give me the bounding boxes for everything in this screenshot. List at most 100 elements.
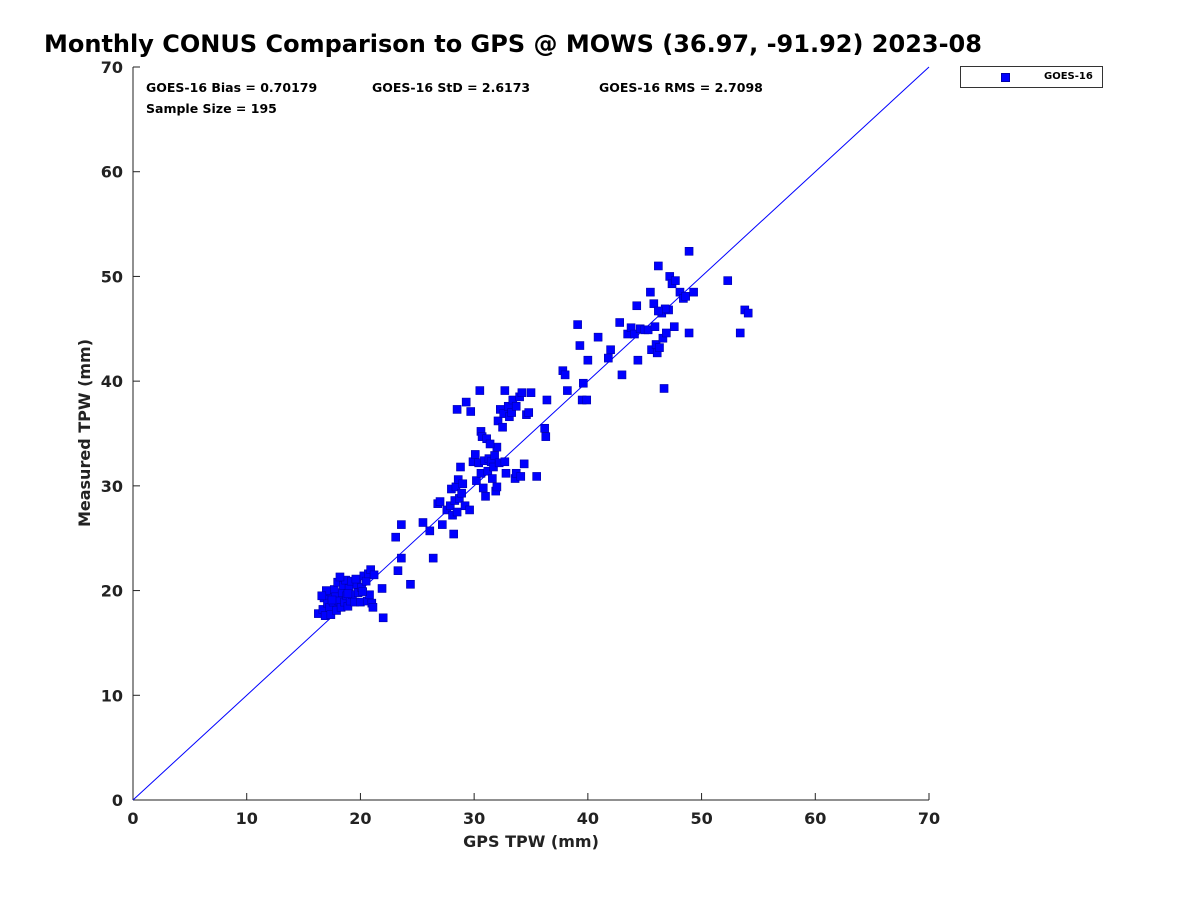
data-point (466, 407, 476, 416)
data-point (481, 492, 490, 501)
data-point (575, 341, 585, 350)
data-point (498, 422, 507, 432)
legend: GOES-16 (960, 66, 1103, 88)
data-point (397, 520, 406, 529)
data-point (456, 462, 465, 472)
data-point (317, 591, 327, 601)
data-point (351, 574, 361, 584)
data-point (485, 439, 495, 449)
data-point (391, 532, 400, 542)
data-point (472, 476, 481, 485)
axes: 0 10 20 30 40 50 60 70 0 10 20 30 40 50 60 70 (101, 58, 940, 828)
data-point (368, 603, 378, 612)
data-point (582, 395, 592, 405)
data-point (488, 474, 497, 483)
data-point (478, 483, 488, 493)
std-stat: GOES-16 StD = 2.6173 (372, 80, 531, 95)
sample-size-stat: Sample Size = 195 (146, 101, 277, 116)
x-tick-label: 70 (918, 809, 940, 828)
data-point (457, 488, 466, 498)
data-point (632, 301, 642, 311)
data-point (501, 468, 511, 478)
data-point (659, 384, 669, 393)
data-point (418, 518, 428, 527)
data-point (649, 299, 659, 308)
y-tick-label: 50 (101, 267, 123, 286)
data-point (500, 386, 510, 395)
data-point (516, 472, 526, 481)
x-tick-label: 30 (463, 809, 485, 828)
data-point (329, 585, 339, 594)
y-tick-label: 30 (101, 477, 123, 496)
data-point (669, 322, 679, 331)
data-point (475, 386, 485, 395)
y-tick-label: 70 (101, 58, 123, 77)
rms-stat: GOES-16 RMS = 2.7098 (599, 80, 763, 95)
data-point (646, 287, 655, 297)
data-point (452, 405, 462, 414)
data-point (458, 479, 468, 489)
data-point (406, 579, 415, 589)
data-point (517, 388, 527, 397)
data-point (449, 529, 458, 539)
data-point (378, 613, 388, 623)
data-point (606, 345, 615, 355)
data-point (650, 322, 660, 331)
y-tick-label: 60 (101, 163, 123, 182)
data-point (428, 553, 438, 563)
data-point (377, 584, 387, 593)
data-point (490, 451, 499, 460)
y-tick-label: 20 (101, 582, 123, 601)
data-point (542, 395, 552, 405)
data-point (689, 287, 698, 297)
data-point (681, 292, 690, 301)
data-point (630, 329, 639, 339)
x-tick-label: 60 (804, 809, 826, 828)
y-tick-label: 40 (101, 372, 123, 391)
y-tick-label: 10 (101, 686, 123, 705)
data-point (671, 276, 680, 285)
data-point (654, 306, 663, 316)
data-point (579, 378, 588, 388)
data-point (684, 246, 694, 256)
data-points (314, 246, 753, 623)
one-to-one-line (132, 66, 930, 801)
data-point (470, 450, 480, 459)
data-point (563, 386, 572, 395)
data-point (735, 328, 745, 338)
data-point (435, 497, 445, 506)
x-tick-label: 20 (349, 809, 371, 828)
y-axis-label: Measured TPW (mm) (75, 339, 94, 527)
data-point (617, 370, 627, 380)
data-point (327, 595, 337, 605)
data-point (438, 520, 447, 529)
data-point (560, 370, 570, 380)
data-point (452, 507, 462, 517)
data-point (615, 318, 624, 327)
data-point (343, 589, 353, 599)
data-point (461, 397, 471, 407)
data-point (519, 459, 529, 469)
y-tick-label: 0 (112, 791, 123, 810)
data-point (723, 276, 733, 285)
data-point (583, 355, 593, 365)
data-point (511, 401, 521, 411)
data-point (393, 566, 403, 575)
x-tick-label: 50 (690, 809, 712, 828)
data-point (322, 586, 331, 595)
data-point (397, 553, 406, 563)
data-point (524, 408, 534, 417)
x-axis-label: GPS TPW (mm) (463, 832, 599, 851)
x-tick-label: 10 (236, 809, 258, 828)
bias-stat: GOES-16 Bias = 0.70179 (146, 80, 318, 95)
x-tick-label: 0 (127, 809, 138, 828)
data-point (541, 432, 551, 441)
legend-label: GOES-16 (1044, 71, 1093, 82)
data-point (573, 320, 582, 329)
data-point (493, 416, 503, 426)
data-point (500, 457, 510, 467)
data-point (684, 328, 694, 338)
data-point (532, 472, 541, 481)
data-point (425, 526, 435, 536)
